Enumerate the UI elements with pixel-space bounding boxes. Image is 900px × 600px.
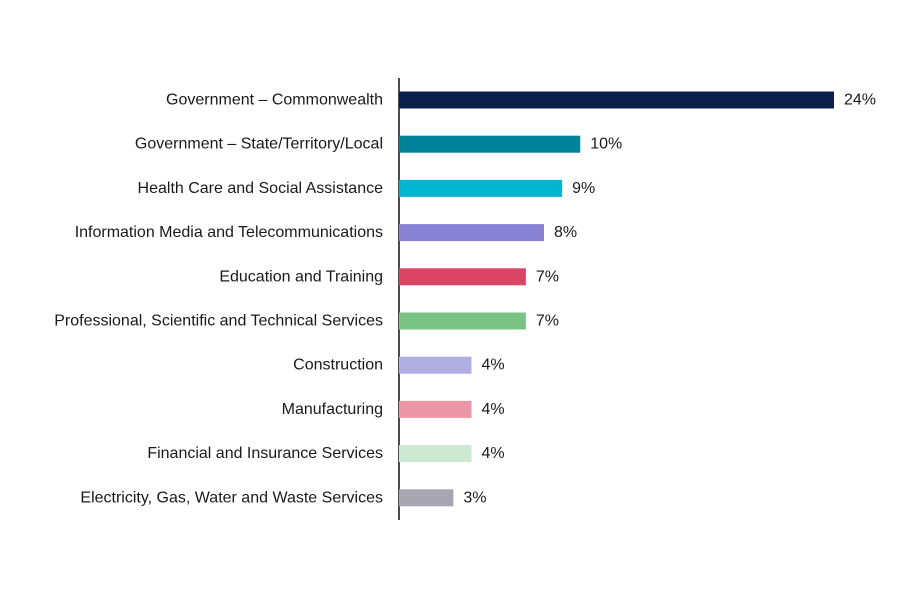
bar: [399, 356, 472, 374]
category-label: Education and Training: [219, 268, 383, 285]
data-label: 24%: [844, 92, 876, 109]
category-label: Information Media and Telecommunications: [75, 224, 383, 241]
category-label: Professional, Scientific and Technical S…: [54, 313, 383, 330]
category-label: Government – State/Territory/Local: [135, 136, 383, 153]
data-label: 3%: [463, 489, 486, 506]
bar: [399, 312, 526, 330]
category-label: Health Care and Social Assistance: [138, 180, 384, 197]
category-label: Electricity, Gas, Water and Waste Servic…: [80, 489, 383, 506]
data-label: 4%: [482, 357, 505, 374]
data-label: 7%: [536, 268, 559, 285]
data-label: 4%: [482, 445, 505, 462]
category-label: Manufacturing: [282, 401, 383, 418]
bar: [399, 489, 454, 507]
data-label: 7%: [536, 313, 559, 330]
data-label: 4%: [482, 401, 505, 418]
bar: [399, 268, 526, 286]
bars-group: Government – Commonwealth 24% Government –…: [54, 91, 876, 507]
category-label: Government – Commonwealth: [166, 92, 383, 109]
data-label: 9%: [572, 180, 595, 197]
data-label: 10%: [590, 136, 622, 153]
bar: [399, 91, 834, 109]
category-label: Construction: [293, 357, 383, 374]
bar: [399, 445, 472, 463]
data-label: 8%: [554, 224, 577, 241]
category-label: Financial and Insurance Services: [147, 445, 383, 462]
bar: [399, 400, 472, 418]
bar: [399, 224, 544, 242]
bar: [399, 179, 563, 197]
bar: [399, 135, 581, 153]
